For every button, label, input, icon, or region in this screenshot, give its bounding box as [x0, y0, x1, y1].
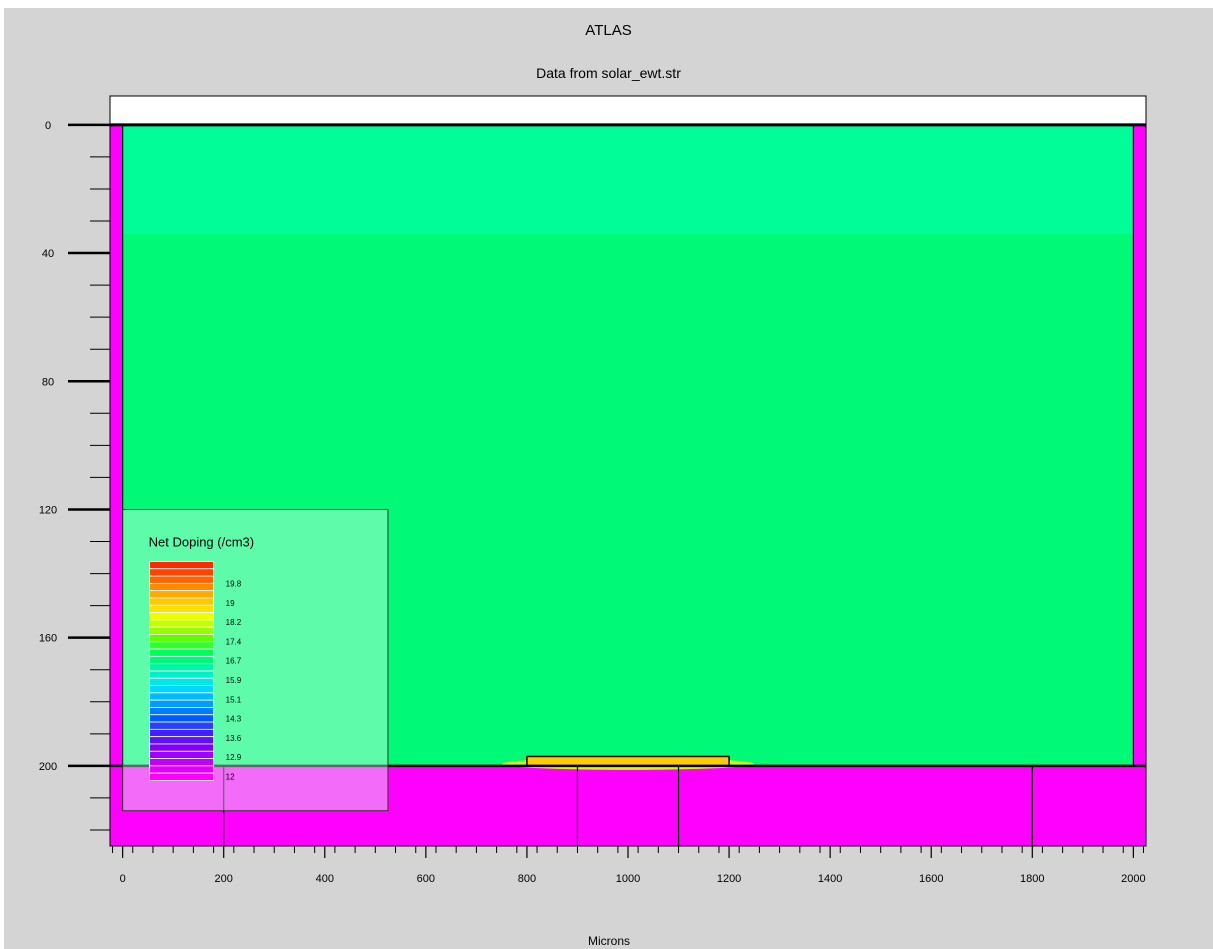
- legend-title: Net Doping (/cm3): [149, 534, 254, 549]
- legend-swatch: [149, 670, 215, 679]
- legend-swatch: [149, 699, 215, 708]
- x-tick-label-800: 800: [518, 873, 536, 885]
- region-right-electrode: [1133, 124, 1146, 766]
- legend-swatch: [149, 772, 215, 781]
- legend-swatch: [149, 743, 215, 752]
- legend-label: 16.7: [226, 657, 242, 666]
- legend-swatch: [149, 612, 215, 621]
- x-tick-label-400: 400: [316, 873, 334, 885]
- x-tick-label-0: 0: [120, 873, 126, 885]
- legend-swatch: [149, 750, 215, 759]
- legend-swatch: [149, 568, 215, 577]
- legend-swatch: [149, 575, 215, 584]
- region-surface-layer: [122, 124, 1134, 234]
- legend-swatch: [149, 561, 215, 570]
- x-tick-label-1000: 1000: [616, 873, 640, 885]
- legend-swatch: [149, 736, 215, 745]
- region-emitter-contact: [526, 755, 730, 767]
- legend-label: 19.8: [226, 579, 242, 588]
- legend-swatch: [149, 590, 215, 599]
- x-tick-label-1800: 1800: [1020, 873, 1044, 885]
- legend-label: 19: [226, 599, 235, 608]
- x-axis-label: Microns: [588, 934, 630, 948]
- legend-swatch: [149, 677, 215, 686]
- legend-swatch: [149, 597, 215, 606]
- legend-swatch: [149, 707, 215, 716]
- legend-swatch: [149, 721, 215, 730]
- x-tick-label-2000: 2000: [1121, 873, 1145, 885]
- y-tick-label-120: 120: [39, 504, 57, 516]
- y-tick-label-160: 160: [39, 633, 57, 645]
- legend-label: 12.9: [226, 753, 242, 762]
- region-left-electrode: [110, 124, 123, 766]
- region-air: [110, 96, 1146, 125]
- legend-swatch: [149, 765, 215, 774]
- y-tick-label-40: 40: [42, 248, 54, 260]
- legend-swatch: [149, 604, 215, 613]
- region-bulk: [122, 233, 1134, 766]
- legend-label: 14.3: [226, 715, 242, 724]
- legend-swatch: [149, 663, 215, 672]
- legend-swatch: [149, 758, 215, 767]
- x-tick-label-600: 600: [417, 873, 435, 885]
- y-tick-label-200: 200: [39, 761, 57, 773]
- legend: Net Doping (/cm3) 19.8 19 18.2 17.4 16.7 15.9 1…: [122, 508, 389, 812]
- legend-swatch: [149, 634, 215, 643]
- legend-swatch: [149, 728, 215, 738]
- x-tick-label-1400: 1400: [818, 873, 842, 885]
- legend-swatch: [149, 655, 215, 665]
- legend-swatch: [149, 641, 215, 650]
- legend-swatch: [149, 692, 215, 701]
- chart-subtitle: Data from solar_ewt.str: [536, 65, 681, 81]
- legend-label: 17.4: [226, 637, 242, 646]
- y-tick-label-0: 0: [45, 120, 51, 132]
- legend-label: 15.1: [226, 695, 242, 704]
- chart-frame: ATLAS Data from solar_ewt.str 0 40 80 120 16…: [4, 8, 1213, 949]
- x-tick-label-200: 200: [215, 873, 233, 885]
- region-bottom-electrode: [110, 765, 1146, 846]
- legend-swatch: [149, 648, 215, 657]
- legend-label: 13.6: [226, 734, 242, 743]
- chart-title: ATLAS: [585, 22, 632, 39]
- legend-swatch: [149, 582, 215, 592]
- legend-swatch: [149, 619, 215, 628]
- legend-label: 12: [226, 772, 235, 781]
- legend-swatch: [149, 626, 215, 635]
- legend-swatch: [149, 685, 215, 694]
- legend-label: 15.9: [226, 676, 242, 685]
- region-layer: [110, 96, 1146, 846]
- y-tick-label-80: 80: [42, 376, 54, 388]
- x-tick-label-1200: 1200: [717, 873, 741, 885]
- x-tick-label-1600: 1600: [919, 873, 943, 885]
- legend-label: 18.2: [226, 618, 242, 627]
- legend-swatch: [149, 714, 215, 723]
